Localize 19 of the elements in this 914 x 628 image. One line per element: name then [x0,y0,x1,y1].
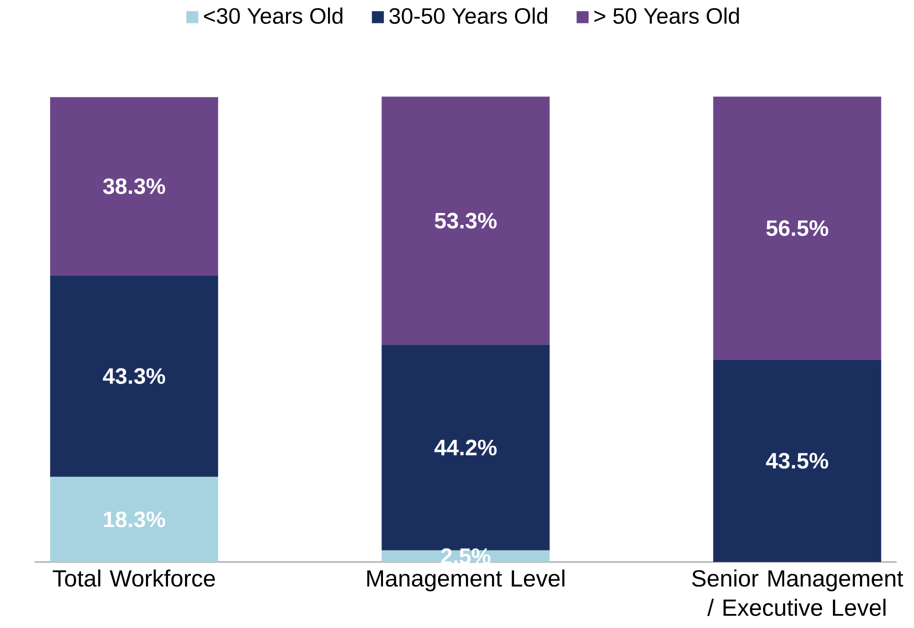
data-label: 43.5% [766,452,828,469]
data-label: 44.2% [434,440,497,456]
legend-label: <30 Years Old [204,8,342,24]
legend-label: > 50 Years Old [594,8,739,24]
bar [50,476,218,562]
bar [713,96,882,360]
data-label: 56.5% [766,220,828,236]
bar [50,275,218,477]
data-label: 53.3% [434,212,497,229]
data-label: 18.3% [104,512,166,528]
x-tick-label: Total Workforce [52,569,215,587]
bar [713,360,882,562]
data-label: 43.3% [102,368,166,384]
bar [50,97,218,276]
data-label: 38.3% [103,178,166,194]
x-tick-label: Management Level [367,569,564,592]
legend-label: 30-50 Years Old [389,8,548,24]
x-tick-label: Senior Management / Executive Level [692,569,904,616]
bar [382,96,550,345]
